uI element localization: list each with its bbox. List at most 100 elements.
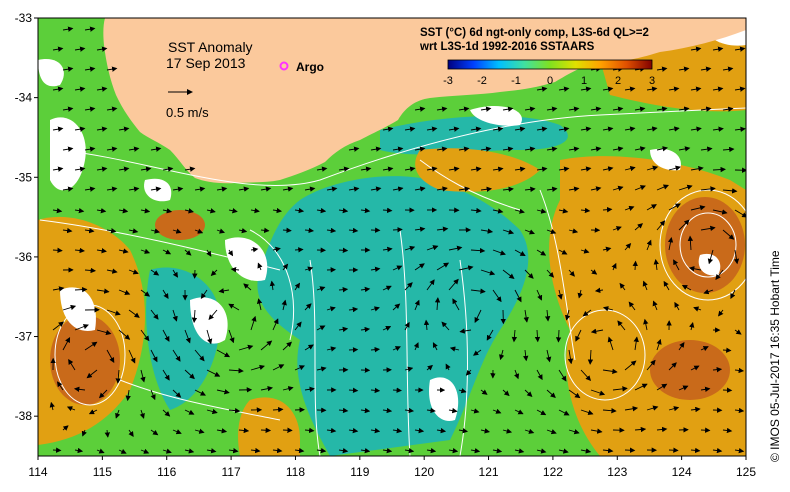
current-vector [492, 208, 504, 214]
current-vector [66, 406, 76, 412]
current-vector [52, 166, 64, 172]
current-vector [734, 447, 745, 454]
current-vector [734, 367, 745, 374]
current-vector [194, 389, 206, 396]
current-vector [206, 369, 221, 377]
current-vector [382, 166, 394, 172]
current-vector [524, 269, 534, 279]
current-vector [611, 262, 617, 271]
current-vector [642, 280, 648, 291]
map-title: SST Anomaly [168, 39, 253, 55]
current-vector [150, 349, 158, 363]
current-vector [316, 447, 327, 454]
current-vector [690, 166, 704, 172]
current-vector [326, 227, 337, 234]
current-vector [524, 389, 533, 397]
current-vector [634, 426, 647, 433]
lat-tick-label: -33 [15, 11, 33, 25]
current-vector [62, 26, 74, 32]
colorbar-title-line1: SST (°C) 6d ngt-only comp, L3S-6d QL>=2 [420, 27, 649, 39]
current-vector [282, 341, 292, 351]
current-vector [436, 226, 449, 232]
vector-scale: 0.5 m/s [166, 89, 209, 120]
current-vector [150, 228, 161, 234]
current-vector [106, 106, 118, 112]
current-vector [445, 363, 451, 371]
current-vector [84, 66, 96, 72]
current-vector [282, 427, 293, 433]
current-vector [667, 236, 674, 251]
current-vector [580, 369, 592, 382]
current-vector [426, 166, 438, 172]
current-vector [690, 406, 701, 413]
current-vector [656, 184, 669, 191]
current-vector [448, 126, 460, 132]
current-vector [502, 389, 510, 397]
current-vector [558, 86, 570, 92]
current-vector [216, 428, 228, 434]
current-vector [326, 346, 337, 352]
current-vector [502, 186, 514, 193]
current-vector [56, 381, 64, 391]
current-vector [590, 269, 598, 275]
current-vector [436, 262, 450, 271]
current-vector [678, 106, 690, 112]
current-vector [486, 329, 494, 341]
current-vector [74, 207, 85, 214]
current-vector [590, 106, 602, 112]
current-vector [118, 126, 130, 132]
current-vector [338, 207, 349, 214]
current-vector [62, 106, 74, 112]
current-vector [480, 269, 496, 276]
current-vector [260, 427, 272, 433]
current-vector [734, 46, 746, 52]
current-vector [338, 407, 349, 414]
current-vector [681, 284, 692, 291]
lat-tick-label: -37 [15, 330, 33, 344]
current-vector [414, 106, 426, 112]
current-vector [84, 267, 97, 274]
current-vector [316, 166, 328, 172]
current-vector [690, 126, 702, 132]
current-vector [348, 427, 359, 434]
colorbar-tick-label: 1 [581, 75, 587, 87]
current-vector [86, 369, 98, 379]
current-vector [624, 86, 636, 92]
current-vector [602, 206, 613, 213]
current-vector [524, 229, 535, 235]
current-vector [524, 106, 536, 112]
lon-tick-label: 125 [736, 465, 756, 479]
current-vector [652, 300, 658, 311]
current-vector [653, 258, 659, 271]
current-vector [734, 209, 746, 218]
current-vector [612, 185, 624, 191]
current-vector [184, 329, 191, 344]
current-vector [382, 126, 394, 132]
current-vector [360, 326, 371, 333]
current-vector [414, 427, 425, 434]
current-vector [514, 409, 524, 415]
current-vector [594, 287, 604, 294]
surface-current-vectors [49, 26, 746, 454]
current-vector [316, 366, 327, 372]
current-vector [577, 289, 583, 299]
current-vector [502, 229, 515, 235]
current-vector [348, 387, 359, 394]
current-vector [414, 226, 426, 232]
current-vector [722, 66, 734, 72]
current-vector [172, 269, 179, 278]
current-vector [568, 389, 581, 399]
current-vector [734, 126, 746, 132]
current-vector [458, 265, 474, 271]
current-vector [348, 306, 359, 313]
current-vector [722, 347, 732, 353]
current-vector [646, 405, 659, 411]
current-vector [544, 309, 551, 322]
current-vector [206, 329, 213, 345]
current-vector [690, 205, 706, 211]
current-vector [84, 227, 95, 234]
current-vector [722, 188, 738, 194]
current-vector [502, 428, 513, 434]
current-vector [230, 266, 240, 273]
current-vector [338, 447, 349, 454]
